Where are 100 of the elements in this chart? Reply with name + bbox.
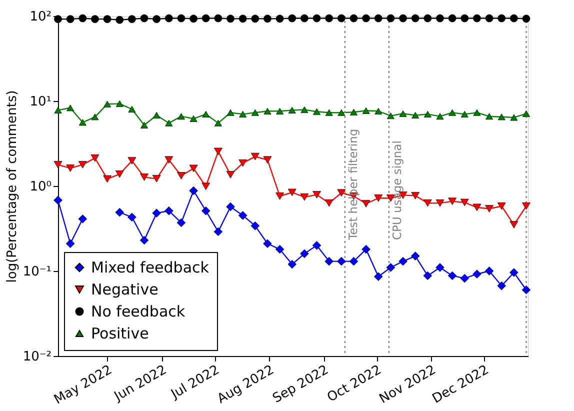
point bbox=[128, 157, 136, 164]
point bbox=[324, 256, 334, 266]
point bbox=[202, 14, 210, 22]
point bbox=[350, 14, 358, 22]
point bbox=[312, 191, 321, 198]
point bbox=[164, 14, 173, 22]
point bbox=[238, 159, 248, 167]
legend-label: Mixed feedback bbox=[91, 258, 210, 276]
point bbox=[201, 206, 210, 216]
point bbox=[510, 14, 518, 22]
point bbox=[312, 14, 321, 22]
point bbox=[312, 241, 322, 250]
point bbox=[510, 268, 518, 277]
point bbox=[350, 108, 358, 116]
point bbox=[497, 202, 506, 210]
point bbox=[522, 285, 531, 294]
point bbox=[177, 172, 186, 180]
point bbox=[399, 110, 407, 117]
point bbox=[436, 263, 444, 272]
point bbox=[226, 14, 234, 23]
point bbox=[485, 205, 494, 212]
point bbox=[424, 110, 432, 118]
point bbox=[288, 14, 296, 22]
point bbox=[288, 106, 296, 114]
point bbox=[276, 192, 284, 200]
point bbox=[411, 14, 420, 22]
point bbox=[448, 198, 456, 205]
point bbox=[300, 193, 309, 201]
point bbox=[214, 120, 222, 126]
point bbox=[177, 113, 185, 120]
point bbox=[460, 274, 470, 283]
y-axis-title: log(Percentage of comments) bbox=[4, 90, 20, 283]
point bbox=[164, 156, 174, 164]
point bbox=[337, 14, 346, 22]
point bbox=[202, 182, 210, 190]
point bbox=[498, 114, 506, 120]
point bbox=[264, 108, 272, 114]
point bbox=[202, 110, 210, 118]
point bbox=[276, 14, 284, 23]
point bbox=[288, 260, 297, 269]
point bbox=[276, 108, 284, 114]
point bbox=[386, 14, 395, 22]
legend-label: No feedback bbox=[91, 302, 186, 320]
point bbox=[473, 109, 481, 116]
y-tick-label: 10⁰ bbox=[30, 180, 52, 194]
point bbox=[472, 204, 482, 212]
point bbox=[140, 174, 148, 181]
point bbox=[522, 110, 530, 117]
y-tick-label: 10⁻² bbox=[22, 350, 52, 364]
point bbox=[362, 200, 370, 208]
point bbox=[176, 218, 186, 228]
point bbox=[472, 270, 482, 278]
point bbox=[78, 214, 88, 224]
point bbox=[448, 109, 456, 116]
point bbox=[486, 113, 494, 120]
point bbox=[300, 106, 308, 113]
point bbox=[362, 244, 370, 254]
point bbox=[115, 170, 124, 178]
point bbox=[91, 114, 99, 120]
y-tick-label: 10⁻¹ bbox=[22, 264, 52, 280]
point bbox=[189, 186, 198, 196]
point bbox=[152, 208, 161, 218]
point bbox=[140, 122, 148, 128]
point bbox=[91, 15, 99, 24]
point bbox=[226, 202, 235, 212]
point bbox=[374, 108, 382, 114]
point bbox=[484, 266, 494, 276]
point bbox=[386, 194, 395, 202]
point bbox=[436, 14, 444, 22]
point bbox=[140, 14, 148, 22]
point bbox=[90, 154, 100, 162]
point bbox=[399, 14, 407, 22]
point bbox=[251, 14, 260, 23]
point bbox=[78, 14, 87, 22]
point bbox=[128, 15, 136, 24]
point bbox=[189, 164, 198, 172]
point bbox=[152, 112, 160, 118]
point bbox=[238, 211, 248, 220]
point bbox=[324, 199, 334, 207]
point bbox=[251, 109, 259, 116]
point bbox=[152, 175, 161, 182]
y-tick-label: 10² bbox=[30, 10, 52, 24]
point bbox=[497, 281, 506, 290]
point bbox=[152, 15, 161, 24]
point bbox=[165, 120, 173, 126]
point bbox=[54, 161, 62, 168]
point bbox=[164, 206, 174, 216]
point bbox=[177, 14, 186, 22]
point bbox=[498, 14, 506, 22]
point bbox=[214, 148, 222, 156]
point bbox=[448, 271, 457, 280]
point bbox=[386, 112, 394, 120]
point bbox=[66, 15, 74, 24]
point bbox=[436, 199, 444, 207]
point bbox=[66, 104, 74, 112]
point bbox=[424, 14, 432, 22]
point bbox=[238, 14, 247, 23]
point bbox=[510, 221, 518, 228]
point bbox=[78, 119, 86, 126]
point bbox=[300, 249, 309, 258]
